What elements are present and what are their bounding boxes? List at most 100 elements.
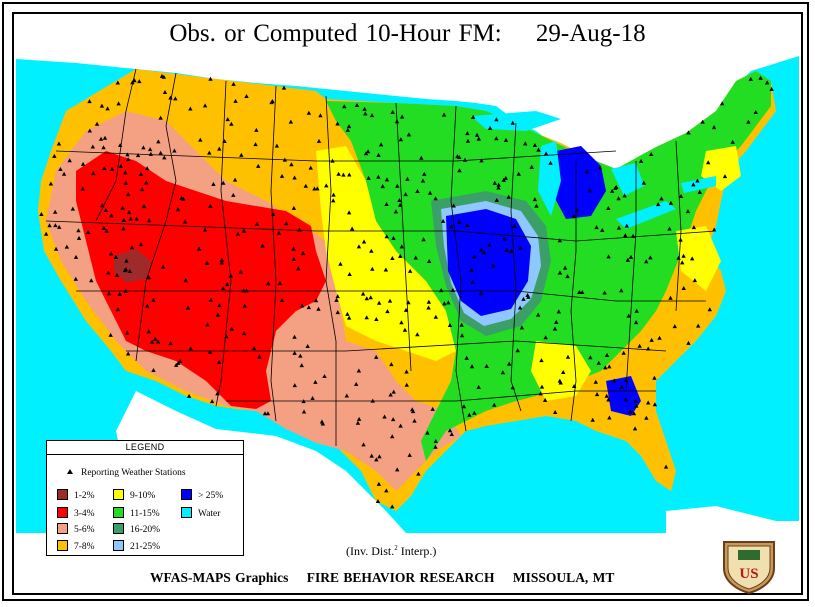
station-marker	[621, 350, 626, 355]
station-marker	[58, 167, 63, 172]
station-marker	[623, 378, 629, 383]
station-marker	[175, 207, 181, 212]
station-marker	[500, 370, 506, 375]
station-marker	[764, 80, 770, 85]
station-marker	[297, 227, 302, 232]
station-marker	[481, 250, 487, 255]
station-marker	[406, 132, 412, 137]
station-marker	[534, 203, 539, 208]
station-marker	[128, 216, 133, 221]
station-marker	[76, 235, 82, 240]
station-marker	[145, 303, 150, 308]
footer-middle: FIRE BEHAVIOR RESEARCH	[306, 570, 495, 585]
station-marker	[291, 257, 297, 262]
station-marker	[685, 209, 691, 214]
station-marker	[87, 128, 93, 133]
station-marker	[228, 273, 233, 278]
station-marker	[398, 253, 403, 258]
station-marker	[204, 260, 210, 265]
station-marker	[512, 224, 518, 229]
station-marker	[369, 113, 375, 118]
station-marker	[141, 145, 146, 150]
legend-item-9-10: 9-10%	[113, 489, 155, 501]
station-marker	[441, 112, 447, 117]
station-marker	[678, 194, 684, 199]
station-marker	[467, 412, 472, 417]
station-marker	[487, 242, 492, 247]
station-marker	[623, 397, 629, 402]
station-marker	[554, 319, 559, 324]
station-marker	[376, 174, 381, 179]
legend-swatch	[181, 507, 192, 518]
station-marker	[149, 339, 155, 344]
station-marker	[375, 499, 381, 504]
station-marker	[172, 148, 177, 153]
station-marker	[668, 295, 673, 300]
station-marker	[612, 378, 617, 383]
station-marker	[102, 166, 107, 171]
station-marker	[484, 364, 489, 369]
station-marker	[543, 151, 549, 156]
station-marker	[462, 157, 468, 162]
station-marker	[521, 296, 526, 301]
station-marker	[470, 114, 476, 119]
station-marker	[301, 399, 306, 404]
station-marker	[391, 236, 396, 241]
station-triangle-icon	[67, 469, 73, 474]
station-marker	[447, 323, 453, 328]
lake-michigan	[538, 141, 561, 216]
station-marker	[52, 153, 57, 158]
station-marker	[313, 379, 318, 384]
station-marker	[115, 80, 120, 85]
station-marker	[134, 216, 139, 221]
station-marker	[147, 147, 153, 152]
station-marker	[624, 223, 630, 228]
station-marker	[224, 334, 229, 339]
station-marker	[769, 86, 774, 91]
station-marker	[361, 239, 367, 244]
station-marker	[494, 197, 500, 202]
station-marker	[126, 210, 132, 215]
station-marker	[70, 206, 76, 211]
station-marker	[346, 210, 352, 215]
station-marker	[390, 417, 396, 422]
station-marker	[627, 409, 633, 414]
station-marker	[678, 237, 683, 242]
station-marker	[593, 379, 598, 384]
station-marker	[241, 288, 246, 293]
station-marker	[380, 184, 385, 189]
station-marker	[217, 146, 222, 151]
station-marker	[584, 169, 590, 174]
footer-right: MISSOULA, MT	[512, 570, 615, 585]
station-marker	[373, 354, 379, 359]
station-marker	[382, 414, 387, 419]
station-marker	[101, 225, 107, 230]
station-marker	[421, 237, 426, 242]
station-marker	[571, 384, 577, 389]
station-marker	[590, 417, 595, 422]
station-marker	[632, 426, 638, 431]
station-marker	[433, 439, 438, 444]
station-marker	[442, 301, 447, 306]
station-marker	[496, 185, 501, 190]
interp-power: 2	[394, 544, 398, 552]
station-marker	[510, 385, 515, 390]
station-marker	[503, 175, 509, 180]
station-marker	[310, 396, 315, 401]
station-marker	[633, 398, 638, 403]
station-marker	[487, 125, 493, 130]
legend-label: Water	[198, 509, 221, 519]
station-marker	[393, 209, 399, 214]
station-marker	[365, 149, 371, 154]
station-marker	[552, 326, 558, 331]
region-1-2	[114, 249, 151, 283]
station-marker	[299, 363, 304, 368]
station-marker	[644, 259, 649, 264]
station-marker	[406, 300, 411, 305]
station-marker	[622, 193, 627, 198]
station-marker	[202, 103, 208, 108]
station-marker	[626, 313, 631, 318]
station-marker	[356, 416, 362, 421]
station-marker	[476, 385, 481, 390]
station-marker	[390, 255, 395, 260]
